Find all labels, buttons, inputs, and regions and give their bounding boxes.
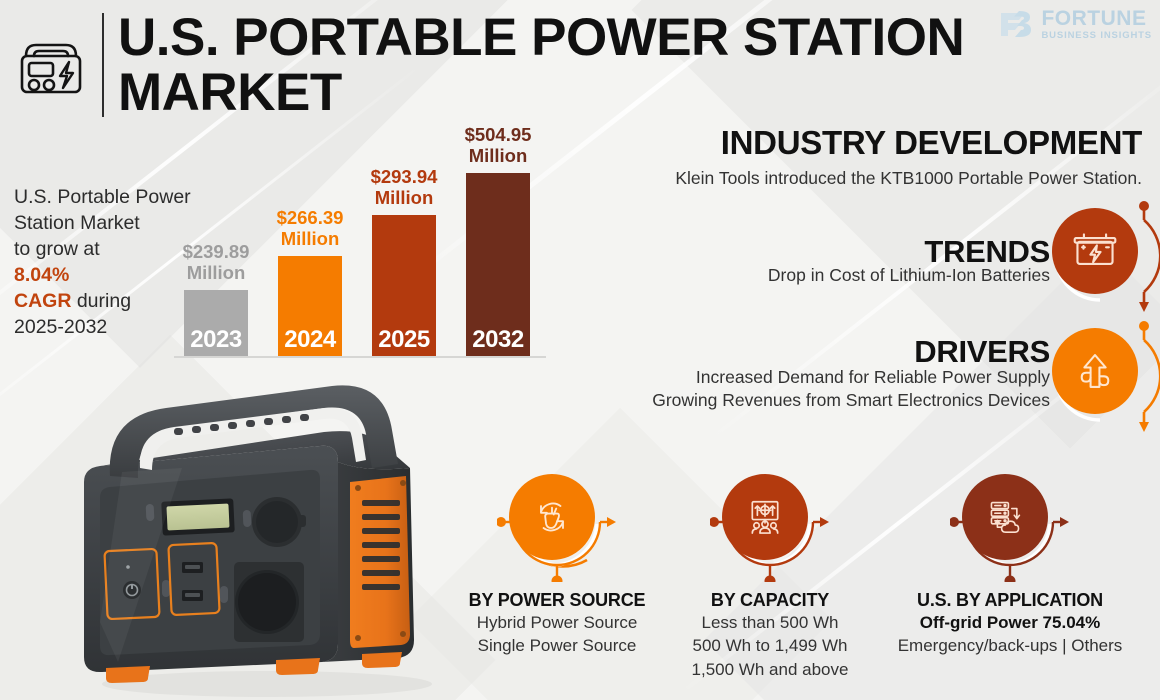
blurb-line-3: to grow at xyxy=(14,237,100,260)
header-divider xyxy=(102,13,104,117)
bar-value-label: $239.89 Million xyxy=(182,241,250,284)
segment-badge xyxy=(437,462,677,588)
industry-development-text: Klein Tools introduced the KTB1000 Porta… xyxy=(675,168,1142,188)
server-cloud-icon xyxy=(990,501,1021,534)
logo-name: FORTUNE xyxy=(1041,7,1147,30)
bar-rect: 2023 xyxy=(184,290,248,356)
drivers-text-block: Increased Demand for Reliable Power Supp… xyxy=(570,366,1050,412)
bar-year-label: 2023 xyxy=(190,326,242,353)
segment-by-power-source: BY POWER SOURCE Hybrid Power Source Sing… xyxy=(437,462,677,658)
page-title: U.S. PORTABLE POWER STATION MARKET xyxy=(118,8,965,123)
blurb-line-1: U.S. Portable Power xyxy=(14,186,191,208)
segment-line: Less than 500 Wh xyxy=(701,613,839,632)
trends-title: TRENDS xyxy=(924,234,1050,269)
segment-line: 500 Wh to 1,499 Wh xyxy=(692,636,848,656)
bar-value-label: $504.95 Million xyxy=(464,124,532,167)
bar-value-label: $293.94 Million xyxy=(370,166,438,209)
segment-by-application: U.S. BY APPLICATION Off-grid Power 75.04… xyxy=(890,462,1130,658)
segment-line: Hybrid Power Source xyxy=(476,613,638,632)
segment-line: Off-grid Power 75.04% xyxy=(919,613,1101,632)
segment-title: U.S. BY APPLICATION xyxy=(917,590,1103,610)
logo-mark-icon xyxy=(999,9,1035,39)
brand-logo: FORTUNE BUSINESS INSIGHTS xyxy=(999,8,1152,41)
bar-year-label: 2032 xyxy=(472,326,524,353)
segment-line: Single Power Source xyxy=(477,636,637,656)
drivers-line-2: Growing Revenues from Smart Electronics … xyxy=(652,390,1050,411)
segment-line: 1,500 Wh and above xyxy=(691,659,849,679)
drivers-badge xyxy=(1040,316,1160,436)
blurb-line-2: Station Market xyxy=(14,211,140,234)
power-station-icon xyxy=(14,36,88,100)
power-source-badge xyxy=(497,462,617,582)
renewable-power-icon xyxy=(540,502,564,532)
bar-rect: 2025 xyxy=(372,215,436,356)
trends-text: Drop in Cost of Lithium-Ion Batteries xyxy=(767,265,1050,285)
bar-year-label: 2024 xyxy=(284,326,336,353)
logo-tagline: BUSINESS INSIGHTS xyxy=(1041,30,1152,41)
capacity-badge xyxy=(710,462,830,582)
cagr-during: during xyxy=(71,289,132,312)
chart-baseline xyxy=(174,356,546,358)
segment-badge xyxy=(890,462,1130,588)
trends-badge xyxy=(1040,196,1160,316)
industry-development-title: INDUSTRY DEVELOPMENT xyxy=(720,124,1143,161)
capacity-icon-circle xyxy=(722,474,808,560)
drivers-line-1: Increased Demand for Reliable Power Supp… xyxy=(695,367,1050,387)
battery-icon xyxy=(1073,233,1117,265)
cagr-period: 2025-2032 xyxy=(14,315,108,338)
application-badge xyxy=(950,462,1070,582)
portable-power-station-photo xyxy=(62,372,462,700)
segment-title: BY CAPACITY xyxy=(710,590,830,610)
segment-by-capacity: BY CAPACITY Less than 500 Wh 500 Wh to 1… xyxy=(650,462,890,681)
presentation-people-icon xyxy=(751,500,779,534)
drivers-icon-circle xyxy=(1052,328,1138,414)
segment-badge xyxy=(650,462,890,588)
trends-arc xyxy=(1054,201,1160,312)
segment-line: Emergency/back-ups | Others xyxy=(897,636,1123,656)
cagr-value: 8.04% xyxy=(14,263,70,286)
power-source-icon-circle xyxy=(509,474,595,560)
bar-column-2032: $504.95 Million 2032 xyxy=(465,124,531,356)
drivers-title: DRIVERS xyxy=(914,334,1050,369)
cagr-label: CAGR xyxy=(14,289,72,312)
market-bar-chart: $239.89 Million 2023 $266.39 Million 202… xyxy=(170,118,560,358)
application-icon-circle xyxy=(962,474,1048,560)
bar-column-2024: $266.39 Million 2024 xyxy=(277,207,343,356)
bar-year-label: 2025 xyxy=(378,326,430,353)
bar-value-label: $266.39 Million xyxy=(276,207,344,250)
bar-column-2023: $239.89 Million 2023 xyxy=(183,241,249,356)
bar-rect: 2024 xyxy=(278,256,342,356)
bar-rect: 2032 xyxy=(466,173,530,356)
bar-column-2025: $293.94 Million 2025 xyxy=(371,166,437,356)
growth-arrow-icon xyxy=(1080,354,1110,388)
segment-title: BY POWER SOURCE xyxy=(468,590,646,610)
market-summary-blurb: U.S. Portable Power Station Market to gr… xyxy=(14,185,224,341)
trends-icon-circle xyxy=(1052,208,1138,294)
